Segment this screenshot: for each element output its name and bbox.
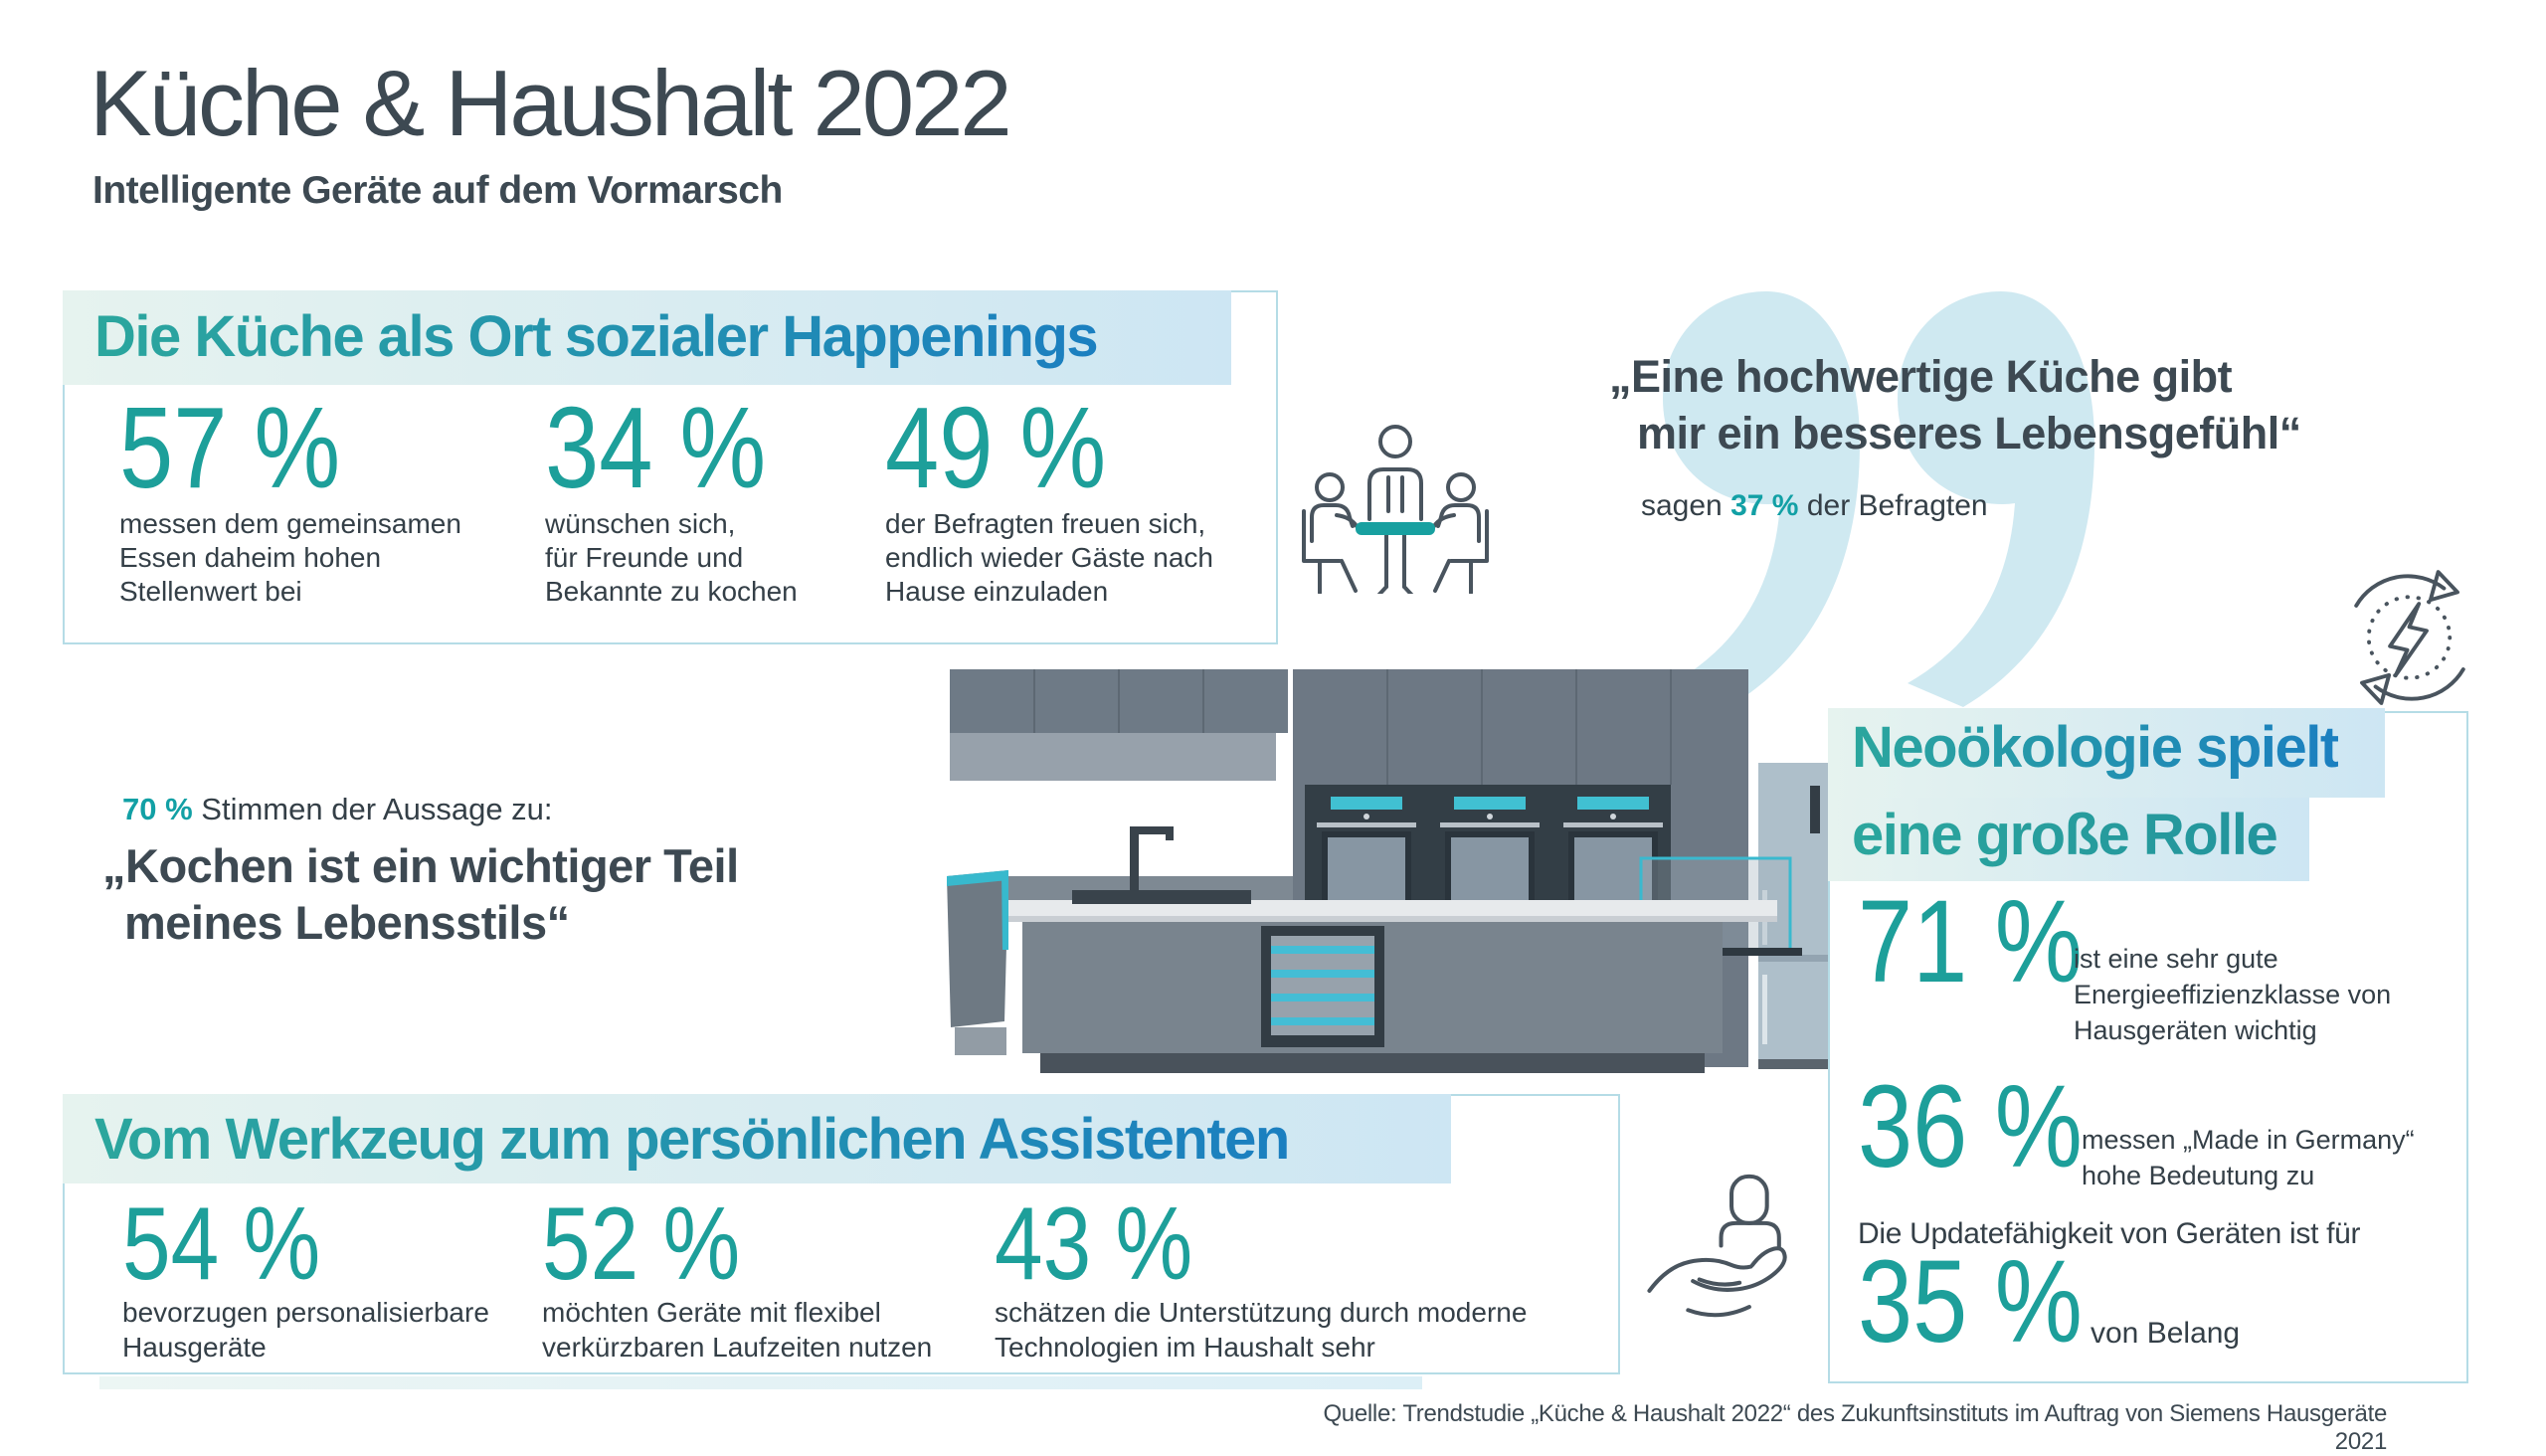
page-subtitle: Intelligente Geräte auf dem Vormarsch: [92, 169, 783, 212]
stat-label-line: möchten Geräte mit flexibel: [542, 1297, 881, 1328]
quote-prefix: sagen: [1641, 489, 1723, 522]
stat-neo-2-label: messen „Made in Germany“ hohe Bedeutung …: [2082, 1122, 2415, 1193]
stat-label-line: ist eine sehr gute: [2074, 944, 2278, 974]
stat-label-line: für Freunde und: [545, 542, 744, 573]
quote-value: 37 %: [1730, 489, 1799, 522]
stat-value: 57 %: [119, 383, 341, 512]
section-social-band: [63, 290, 1231, 385]
stat-label-line: wünschen sich,: [545, 508, 736, 539]
quote-suffix: der Befragten: [1806, 489, 1988, 522]
energy-cycle-icon: [2330, 563, 2489, 712]
section-assistant-band: [63, 1094, 1451, 1183]
quote-marks-icon: [1663, 291, 2100, 715]
stat-update-lead: Die Updatefähigkeit von Geräten ist für: [1858, 1217, 2361, 1250]
stat-update-suffix: von Belang: [2091, 1317, 2241, 1350]
stat-label-line: Energieeffizienzklasse von: [2074, 980, 2392, 1009]
stat-value: 36 %: [1858, 1061, 2083, 1192]
stat-value: 49 %: [885, 383, 1107, 512]
section-neo-band-1: [1828, 708, 2385, 798]
stat-label-line: Essen daheim hohen: [119, 542, 382, 573]
stat-neo-3: 35 %: [1858, 1236, 2125, 1367]
quote-attribution: sagen 37 % der Befragten: [1641, 489, 1988, 523]
statement-value: 70 %: [122, 792, 193, 826]
section-assistant-heading: Vom Werkzeug zum persönlichen Assistente…: [94, 1107, 1290, 1172]
stat-value: 54 %: [122, 1186, 321, 1302]
statement-lead: Stimmen der Aussage zu:: [201, 792, 553, 826]
stat-assistant-2: 52 % möchten Geräte mit flexibel verkürz…: [542, 1186, 933, 1365]
section-neo-heading-line2: eine große Rolle: [1852, 803, 2278, 867]
quote-line: „Eine hochwertige Küche gibt: [1609, 351, 2233, 402]
section-assistant-underline-strip: [99, 1376, 1422, 1389]
stat-neo-1: 71 %: [1858, 876, 2125, 1007]
stat-label-line: schätzen die Unterstützung durch moderne: [995, 1297, 1528, 1328]
stat-label-line: Bekannte zu kochen: [545, 576, 798, 607]
stat-label-line: messen „Made in Germany“: [2082, 1125, 2415, 1155]
stat-label-line: der Befragten freuen sich,: [885, 508, 1206, 539]
section-neo-band-2: [1828, 798, 2309, 881]
quote-line: mir ein besseres Lebensgefühl“: [1637, 408, 2301, 458]
stat-neo-1-label: ist eine sehr gute Energieeffizienzklass…: [2074, 941, 2391, 1048]
hand-holding-person-icon: [1643, 1152, 1812, 1336]
stat-neo-2: 36 %: [1858, 1061, 2125, 1192]
source-line: Quelle: Trendstudie „Küche & Haushalt 20…: [1323, 1400, 2387, 1455]
kitchen-illustration: [945, 651, 1890, 1089]
stat-label-line: bevorzugen personalisierbare: [122, 1297, 489, 1328]
stat-social-1: 57 % messen dem gemeinsamen Essen daheim…: [119, 383, 461, 609]
statement-line: „Kochen ist ein wichtiger Teil: [102, 839, 739, 892]
page-title: Küche & Haushalt 2022: [90, 51, 1012, 155]
statement-line: meines Lebensstils“: [124, 896, 570, 949]
statement-block: 70 % Stimmen der Aussage zu: „Kochen ist…: [102, 792, 739, 951]
stat-label-line: Hause einzuladen: [885, 576, 1109, 607]
stat-value: 43 %: [995, 1186, 1193, 1302]
stat-assistant-1: 54 % bevorzugen personalisierbare Hausge…: [122, 1186, 489, 1365]
section-neo-heading-line1: Neoökologie spielt: [1852, 715, 2339, 780]
section-social-heading: Die Küche als Ort sozialer Happenings: [94, 304, 1099, 369]
stat-label-line: verkürzbaren Laufzeiten nutzen: [542, 1332, 933, 1363]
stat-value: 52 %: [542, 1186, 741, 1302]
stat-label-line: messen dem gemeinsamen: [119, 508, 461, 539]
stat-label-line: endlich wieder Gäste nach: [885, 542, 1213, 573]
stat-assistant-3: 43 % schätzen die Unterstützung durch mo…: [995, 1186, 1528, 1365]
stat-social-2: 34 % wünschen sich, für Freunde und Beka…: [545, 383, 808, 609]
stat-value: 35 %: [1858, 1236, 2083, 1367]
people-at-table-icon: [1296, 420, 1495, 594]
stat-label-line: Stellenwert bei: [119, 576, 302, 607]
stat-label-line: hohe Bedeutung zu: [2082, 1161, 2315, 1190]
stat-social-3: 49 % der Befragten freuen sich, endlich …: [885, 383, 1213, 609]
stat-label-line: Technologien im Haushalt sehr: [995, 1332, 1375, 1363]
stat-value: 34 %: [545, 383, 767, 512]
stat-label-line: Hausgeräte: [122, 1332, 267, 1363]
stat-value: 71 %: [1858, 876, 2083, 1007]
stat-label-line: Hausgeräten wichtig: [2074, 1015, 2317, 1045]
quote-text: „Eine hochwertige Küche gibt mir ein bes…: [1609, 348, 2301, 461]
